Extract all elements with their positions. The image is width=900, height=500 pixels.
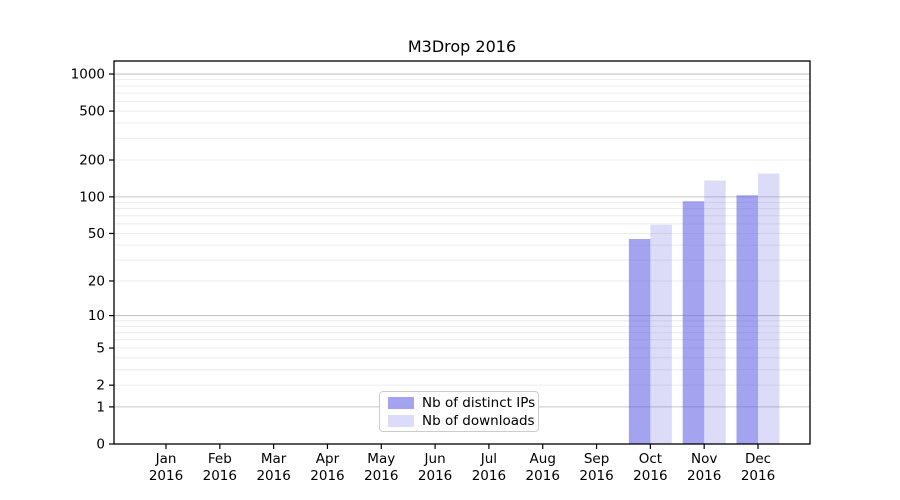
x-tick-label-year: 2016 (526, 468, 560, 484)
x-tick-label-month: Mar (261, 451, 287, 467)
x-tick-label-year: 2016 (364, 468, 398, 484)
x-tick-label-month: Apr (316, 451, 340, 467)
bar-downloads-dec[interactable] (758, 173, 780, 444)
bar-distinct-ips-dec[interactable] (736, 195, 759, 444)
x-tick-label-month: Dec (745, 451, 771, 467)
y-tick-label: 2 (96, 378, 105, 394)
x-tick-label-month: Oct (639, 451, 662, 467)
x-tick-label-year: 2016 (633, 468, 667, 484)
plot-border (113, 60, 811, 445)
y-tick-label: 50 (88, 226, 105, 242)
x-tick-label-month: Nov (691, 451, 717, 467)
x-tick-label-year: 2016 (687, 468, 721, 484)
x-tick-label-year: 2016 (310, 468, 344, 484)
x-tick-label-year: 2016 (203, 468, 237, 484)
x-tick-label-month: Jun (424, 451, 446, 467)
chart-title: M3Drop 2016 (407, 37, 517, 56)
y-tick-label: 20 (88, 273, 105, 289)
legend-label-downloads: Nb of downloads (422, 412, 535, 429)
y-tick-label: 500 (79, 104, 105, 120)
bar-downloads-nov[interactable] (704, 180, 726, 444)
y-tick-label: 1 (96, 399, 105, 415)
bar-distinct-ips-oct[interactable] (628, 238, 651, 444)
legend-swatch-downloads (388, 414, 414, 427)
y-tick-label: 5 (96, 341, 105, 357)
x-tick-label-year: 2016 (741, 468, 775, 484)
x-tick-label-month: Jul (480, 451, 497, 467)
x-tick-label-month: May (367, 451, 395, 467)
y-tick-label: 10 (88, 308, 105, 324)
x-tick-label-year: 2016 (256, 468, 290, 484)
y-tick-label: 200 (79, 153, 105, 169)
legend-item-distinct-ips: Nb of distinct IPs (388, 395, 535, 411)
x-tick-label-year: 2016 (418, 468, 452, 484)
legend-label-distinct-ips: Nb of distinct IPs (422, 394, 536, 411)
legend-item-downloads: Nb of downloads (388, 413, 535, 429)
x-tick-label-month: Jan (155, 451, 177, 467)
x-tick-label-year: 2016 (472, 468, 506, 484)
x-tick-label-month: Feb (208, 451, 232, 467)
x-tick-label-month: Sep (584, 451, 609, 467)
legend-swatch-distinct-ips (388, 396, 414, 409)
x-tick-label-year: 2016 (579, 468, 613, 484)
bar-distinct-ips-nov[interactable] (682, 201, 705, 444)
x-tick-label-year: 2016 (149, 468, 183, 484)
x-tick-label-month: Aug (530, 451, 556, 467)
legend: Nb of distinct IPs Nb of downloads (379, 391, 539, 432)
bar-downloads-oct[interactable] (650, 224, 672, 444)
y-tick-label: 100 (79, 189, 105, 205)
y-tick-label: 0 (96, 437, 105, 453)
y-tick-label: 1000 (71, 67, 105, 83)
